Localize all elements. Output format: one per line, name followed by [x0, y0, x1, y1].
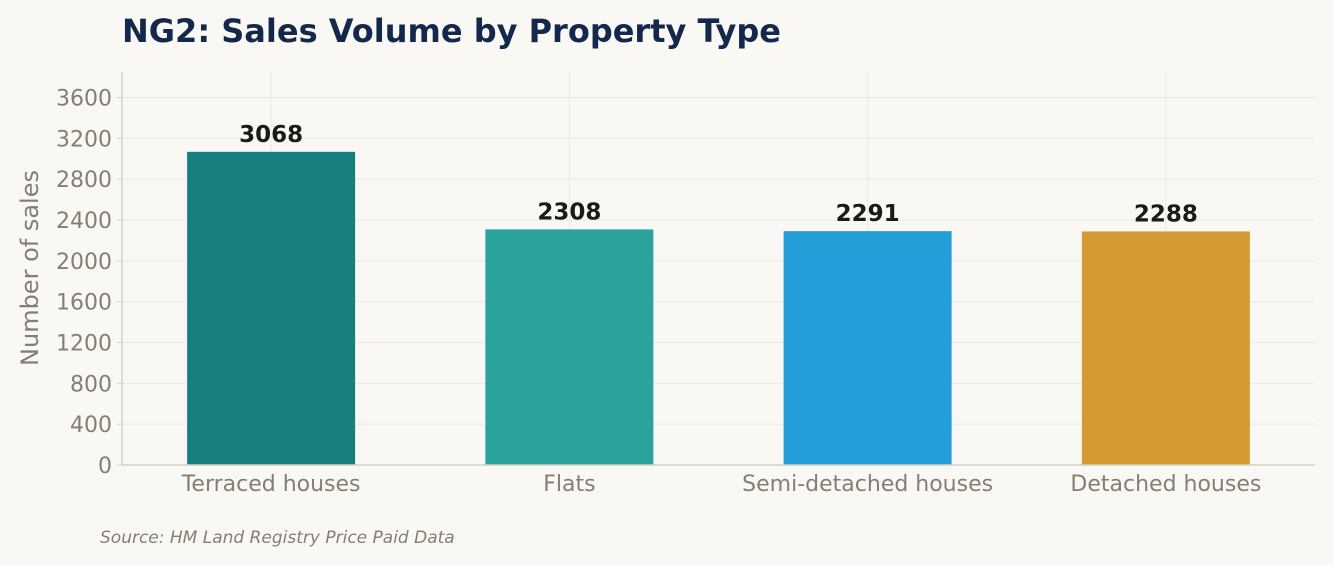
x-tick-label-3: Detached houses: [1070, 472, 1261, 497]
y-tick-label-0: 0: [98, 454, 112, 479]
bar-1: [485, 229, 654, 465]
x-tick-label-0: Terraced houses: [181, 472, 361, 497]
source-note: Source: HM Land Registry Price Paid Data: [100, 528, 455, 548]
data-label-1: 2308: [537, 199, 601, 225]
axes: [117, 72, 1315, 466]
x-tick-label-2: Semi-detached houses: [742, 472, 993, 497]
y-tick-label-6: 2400: [56, 209, 112, 234]
data-labels: 3068 2308 2291 2288: [239, 122, 1198, 228]
data-label-3: 2288: [1134, 201, 1198, 227]
y-tick-label-1: 400: [70, 413, 112, 438]
y-tick-label-9: 3600: [56, 87, 112, 112]
bar-0: [187, 151, 356, 465]
x-tick-label-1: Flats: [543, 472, 595, 497]
y-tick-label-7: 2800: [56, 168, 112, 193]
y-tick-label-2: 800: [70, 372, 112, 397]
y-tick-label-5: 2000: [56, 250, 112, 275]
tick-labels: Terraced houses Flats Semi-detached houses…: [56, 87, 1261, 497]
data-label-2: 2291: [836, 201, 900, 227]
y-tick-label-8: 3200: [56, 127, 112, 152]
chart-title: NG2: Sales Volume by Property Type: [122, 12, 781, 50]
data-label-0: 3068: [239, 122, 303, 148]
bar-2: [783, 231, 952, 465]
bar-3: [1081, 231, 1250, 465]
y-axis-label: Number of sales: [16, 170, 44, 366]
bars: [187, 151, 1250, 465]
y-tick-label-3: 1200: [56, 332, 112, 357]
y-tick-label-4: 1600: [56, 291, 112, 316]
